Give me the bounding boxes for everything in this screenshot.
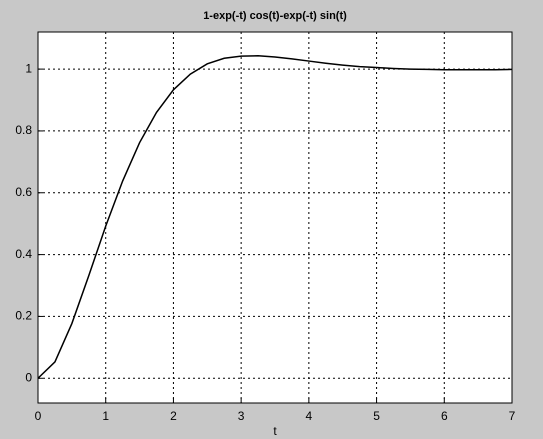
y-tick-label: 0.4	[15, 247, 32, 261]
x-tick-label: 6	[441, 409, 448, 423]
y-tick-label: 0.6	[15, 185, 32, 199]
chart-title: 1-exp(-t) cos(t)-exp(-t) sin(t)	[203, 10, 347, 22]
x-tick-label: 7	[509, 409, 516, 423]
y-tick-label: 0.8	[15, 123, 32, 137]
x-tick-label: 5	[373, 409, 380, 423]
plot-area	[37, 31, 513, 404]
x-tick-label: 2	[170, 409, 177, 423]
x-tick-label: 4	[306, 409, 313, 423]
y-tick-label: 0.2	[15, 309, 32, 323]
x-axis-label: t	[273, 424, 277, 438]
line-series	[37, 55, 513, 379]
x-tick-label: 0	[35, 409, 42, 423]
x-tick-label: 1	[102, 409, 109, 423]
y-tick-label: 0	[25, 370, 32, 384]
x-tick-label: 3	[238, 409, 245, 423]
y-tick-label: 1	[25, 61, 32, 75]
